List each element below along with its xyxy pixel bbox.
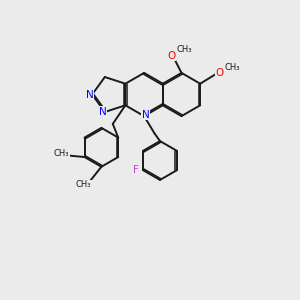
Text: N: N bbox=[99, 107, 106, 117]
Text: N: N bbox=[86, 89, 94, 100]
Text: O: O bbox=[167, 51, 176, 61]
Text: F: F bbox=[133, 165, 139, 175]
Text: N: N bbox=[142, 110, 149, 120]
Text: O: O bbox=[215, 68, 223, 79]
Text: CH₃: CH₃ bbox=[54, 149, 69, 158]
Text: CH₃: CH₃ bbox=[176, 45, 192, 54]
Text: CH₃: CH₃ bbox=[76, 180, 91, 189]
Text: CH₃: CH₃ bbox=[225, 63, 240, 72]
